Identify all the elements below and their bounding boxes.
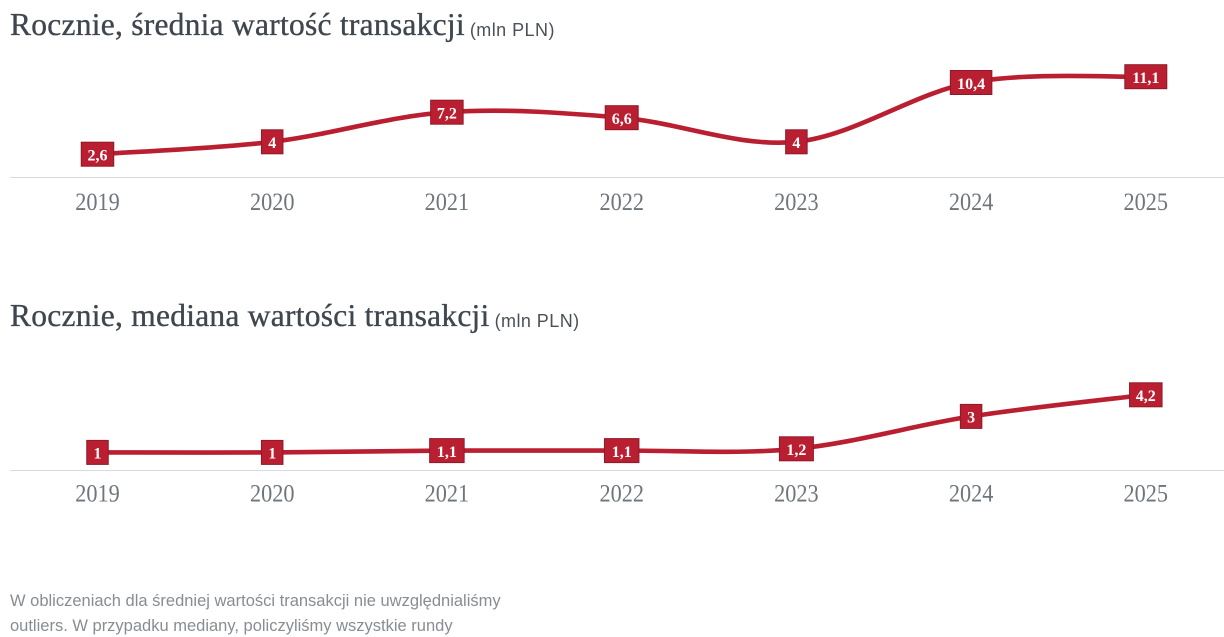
svg-text:2020: 2020 [250, 189, 295, 216]
svg-text:1,2: 1,2 [786, 442, 806, 459]
svg-text:1,1: 1,1 [612, 444, 632, 461]
svg-text:2019: 2019 [75, 481, 120, 508]
svg-text:4: 4 [792, 135, 800, 152]
svg-text:2021: 2021 [425, 189, 470, 216]
svg-text:2023: 2023 [774, 481, 819, 508]
svg-text:2025: 2025 [1124, 481, 1169, 508]
svg-text:2025: 2025 [1124, 189, 1169, 216]
svg-text:7,2: 7,2 [437, 106, 457, 123]
svg-text:2019: 2019 [75, 189, 120, 216]
svg-text:4,2: 4,2 [1136, 388, 1156, 405]
svg-text:2024: 2024 [949, 481, 994, 508]
svg-text:2023: 2023 [774, 189, 819, 216]
svg-text:4: 4 [268, 135, 276, 152]
svg-text:2022: 2022 [599, 481, 644, 508]
svg-text:10,4: 10,4 [957, 76, 985, 93]
svg-text:2020: 2020 [250, 481, 295, 508]
svg-text:1,1: 1,1 [437, 444, 457, 461]
svg-text:2,6: 2,6 [88, 148, 108, 165]
svg-text:3: 3 [967, 410, 975, 427]
svg-text:1: 1 [268, 446, 276, 463]
svg-text:1: 1 [94, 446, 102, 463]
svg-text:11,1: 11,1 [1132, 70, 1159, 87]
svg-text:2021: 2021 [425, 481, 470, 508]
svg-text:2022: 2022 [599, 189, 644, 216]
svg-text:6,6: 6,6 [612, 111, 632, 128]
svg-text:2024: 2024 [949, 189, 994, 216]
